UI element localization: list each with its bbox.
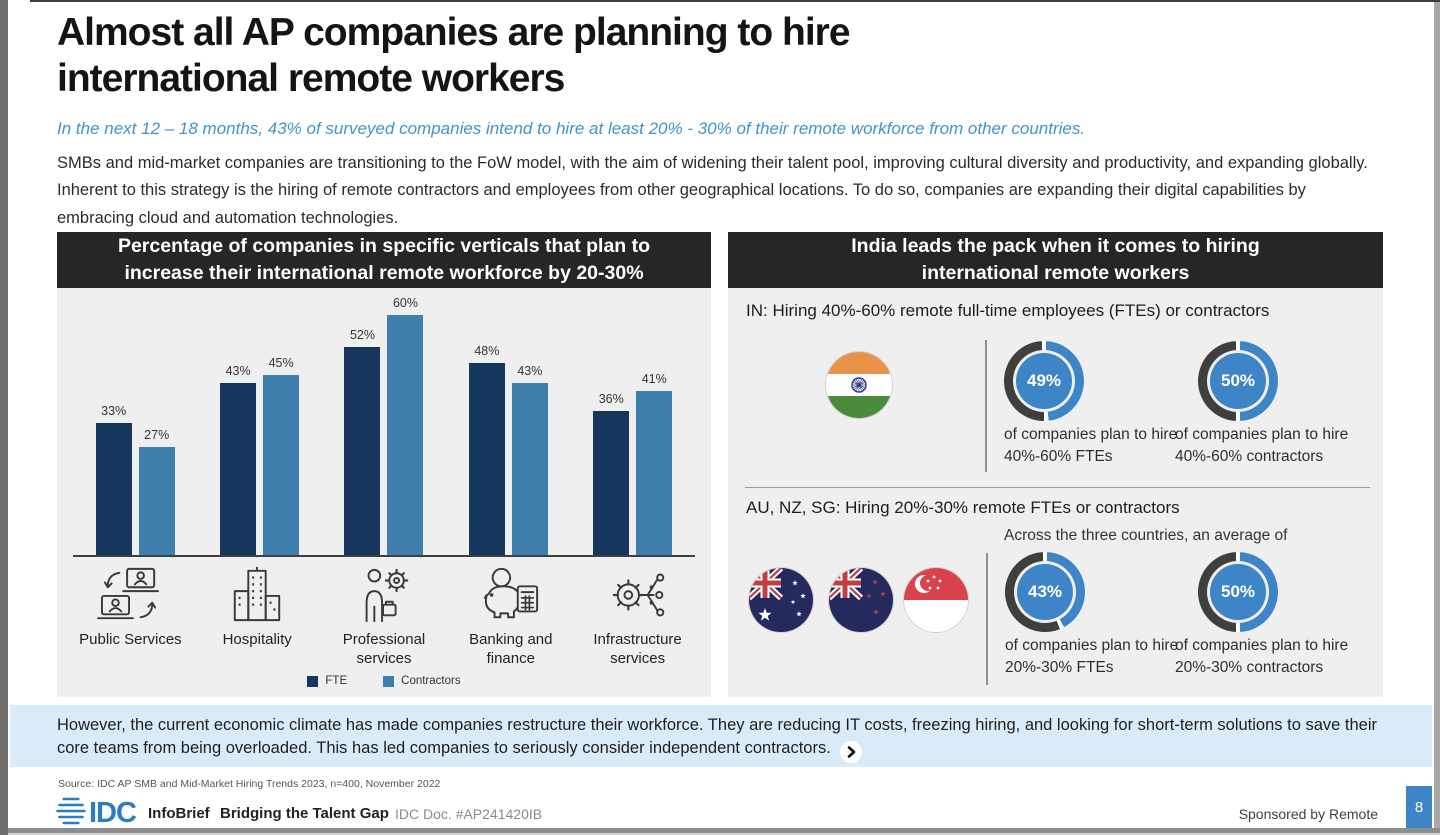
- section-aunzsg-label: AU, NZ, SG: Hiring 20%-30% remote FTEs o…: [746, 498, 1180, 517]
- legend-label: Contractors: [401, 675, 461, 687]
- bar-fte: 33%: [95, 404, 132, 555]
- australia-flag-icon: [749, 568, 813, 632]
- category-banking-finance: Banking and finance: [447, 566, 574, 668]
- bar-contractors: 27%: [138, 428, 175, 555]
- donut-in-fte: 49%: [1004, 341, 1084, 421]
- bar-contractors: 45%: [263, 356, 300, 555]
- donut-aunzsg-fte: 43%: [1005, 552, 1085, 632]
- bar-fte: 52%: [344, 328, 381, 555]
- window-edge-right: [1434, 0, 1440, 835]
- page-number-badge: 8: [1406, 786, 1432, 828]
- category-professional-services: Professional services: [321, 566, 448, 668]
- donut-aunzsg-contractors: 50%: [1198, 552, 1278, 632]
- bar-value-label: 52%: [349, 328, 375, 342]
- bar-value-label: 43%: [225, 364, 251, 378]
- bar-value-label: 41%: [641, 372, 667, 386]
- bar-value-label: 48%: [474, 344, 500, 358]
- bar-group: 52% 60%: [344, 296, 424, 555]
- category-label: Public Services: [79, 631, 182, 648]
- average-note: Across the three countries, an average o…: [1004, 527, 1288, 544]
- idc-logo: IDC: [55, 796, 137, 831]
- india-flag-icon: [826, 352, 892, 418]
- new-zealand-flag-icon: [829, 568, 893, 632]
- section-separator: [745, 487, 1370, 488]
- bar-chart-plot: 33% 27% 43% 45% 52% 60% 48% 43% 36% 41%: [73, 288, 695, 557]
- bar-value-label: 33%: [101, 404, 127, 418]
- donut-value: 50%: [1210, 564, 1266, 620]
- legend-item-contractors: Contractors: [383, 675, 461, 687]
- source-note: Source: IDC AP SMB and Mid-Market Hiring…: [58, 778, 441, 790]
- singapore-flag-icon: [904, 568, 968, 632]
- callout-banner: However, the current economic climate ha…: [10, 705, 1432, 767]
- bar-fte: 48%: [468, 344, 505, 555]
- category-infrastructure-services: Infrastructure services: [574, 566, 701, 668]
- window-edge-left: [0, 0, 8, 835]
- page-subtitle: In the next 12 – 18 months, 43% of surve…: [57, 119, 1086, 138]
- donut-value: 49%: [1016, 353, 1072, 409]
- chart-title: Percentage of companies in specific vert…: [117, 235, 651, 284]
- public-services-icon: [67, 566, 194, 624]
- idc-globe-icon: [55, 796, 87, 831]
- footer-infobrief: InfoBrief: [148, 805, 210, 822]
- category-public-services: Public Services: [67, 566, 194, 668]
- bar-value-label: 43%: [517, 364, 543, 378]
- footer-doc-id: IDC Doc. #AP241420IB: [395, 806, 543, 822]
- donut-caption: of companies plan to hire 40%-60% contra…: [1175, 426, 1349, 465]
- chart-title-bar: Percentage of companies in specific vert…: [57, 232, 711, 288]
- donut-caption: of companies plan to hire 40%-60% FTEs: [1004, 426, 1178, 465]
- verticals-chart-panel: Percentage of companies in specific vert…: [57, 232, 711, 697]
- donut-in-contractors: 50%: [1198, 341, 1278, 421]
- idc-logo-text: IDC: [89, 797, 137, 829]
- section-divider-vertical: [986, 553, 988, 685]
- right-panel-title-bar: India leads the pack when it comes to hi…: [728, 232, 1383, 288]
- window-edge-top: [30, 0, 1440, 2]
- donut-caption: of companies plan to hire 20%-30% FTEs: [1005, 637, 1179, 676]
- category-row: Public Services: [67, 566, 701, 668]
- section-in-label: IN: Hiring 40%-60% remote full-time empl…: [746, 301, 1270, 320]
- footer-sponsor: Sponsored by Remote: [1238, 806, 1378, 822]
- intro-paragraph: SMBs and mid-market companies are transi…: [57, 154, 1368, 227]
- bar-value-label: 36%: [598, 392, 624, 406]
- person-gear-icon: [321, 566, 448, 624]
- contractors-swatch: [383, 675, 395, 687]
- page-title: Almost all AP companies are planning to …: [57, 11, 851, 101]
- chevron-right-icon[interactable]: [839, 741, 862, 763]
- window-edge-bottom-light: [0, 833, 1440, 835]
- india-leads-panel: India leads the pack when it comes to hi…: [728, 232, 1383, 697]
- right-panel-title: India leads the pack when it comes to hi…: [851, 235, 1260, 284]
- chart-legend: FTE Contractors: [57, 675, 711, 687]
- bar-fte: 43%: [220, 364, 257, 555]
- gear-network-icon: [574, 566, 701, 624]
- hospitality-building-icon: [194, 566, 321, 624]
- legend-item-fte: FTE: [307, 675, 347, 687]
- bar-contractors: 60%: [387, 296, 424, 555]
- footer-brand: Bridging the Talent Gap: [220, 805, 389, 822]
- banner-text: However, the current economic climate ha…: [57, 716, 1377, 757]
- section-divider-vertical: [985, 340, 987, 472]
- window-edge-bottom: [0, 828, 1440, 833]
- bar-value-label: 60%: [392, 296, 418, 310]
- donut-caption: of companies plan to hire 20%-30% contra…: [1175, 637, 1349, 676]
- bar-group: 33% 27%: [95, 404, 175, 555]
- category-label: Banking and finance: [469, 631, 553, 668]
- bar-group: 43% 45%: [220, 356, 300, 555]
- legend-label: FTE: [325, 675, 348, 687]
- category-hospitality: Hospitality: [194, 566, 321, 668]
- donut-value: 50%: [1210, 353, 1266, 409]
- bar-chart: 33% 27% 43% 45% 52% 60% 48% 43% 36% 41%: [73, 288, 695, 555]
- bar-group: 48% 43%: [468, 344, 548, 555]
- fte-swatch: [307, 675, 319, 687]
- category-label: Hospitality: [222, 631, 292, 648]
- bar-contractors: 41%: [636, 372, 673, 555]
- category-label: Infrastructure services: [593, 631, 682, 668]
- piggy-bank-calculator-icon: [447, 566, 574, 624]
- category-label: Professional services: [342, 631, 426, 668]
- bar-contractors: 43%: [511, 364, 548, 555]
- bar-group: 36% 41%: [593, 372, 673, 555]
- bar-value-label: 45%: [268, 356, 294, 370]
- bar-fte: 36%: [593, 392, 630, 555]
- bar-value-label: 27%: [144, 428, 170, 442]
- donut-value: 43%: [1017, 564, 1073, 620]
